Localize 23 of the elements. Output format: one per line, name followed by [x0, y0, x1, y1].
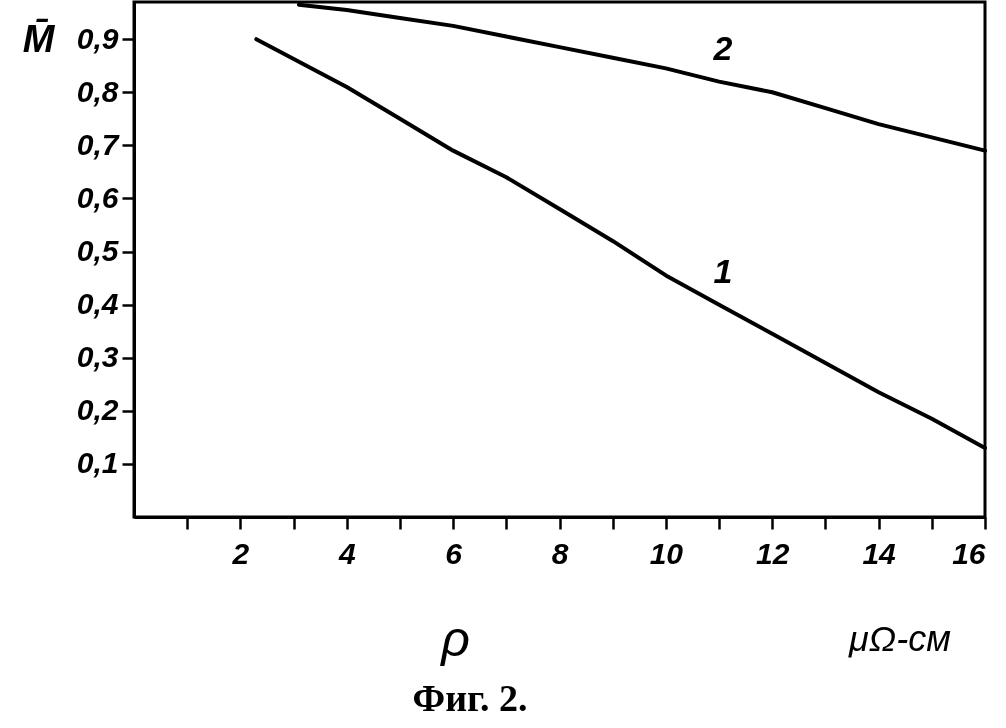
y-axis-title: M̄: [22, 17, 56, 60]
text: Фиг. 2.: [412, 677, 528, 719]
series-label: 1: [713, 251, 733, 290]
x-tick-label: 10: [649, 536, 684, 570]
series-label: 2: [712, 28, 733, 67]
x-tick-label: 16: [952, 536, 986, 570]
y-tick-label: 0,5: [76, 234, 120, 268]
y-tick-label: 0,7: [76, 127, 120, 161]
x-tick-label: 8: [551, 536, 569, 570]
y-tick-label: 0,6: [76, 180, 119, 214]
y-tick-label: 0,9: [76, 21, 119, 55]
x-tick-label: 12: [756, 536, 790, 570]
y-tick-label: 0,8: [76, 74, 119, 108]
x-tick-label: 14: [862, 536, 897, 570]
y-tick-label: 0,3: [76, 340, 119, 374]
y-tick-label: 0,2: [76, 393, 119, 427]
text: μΩ-см: [848, 618, 951, 659]
y-tick-label: 0,4: [76, 287, 119, 321]
x-tick-label: 2: [231, 536, 250, 570]
y-tick-label: 0,1: [76, 446, 119, 480]
x-tick-label: 4: [337, 536, 356, 570]
x-axis-title: ρ: [439, 610, 470, 667]
x-tick-label: 6: [445, 536, 463, 570]
